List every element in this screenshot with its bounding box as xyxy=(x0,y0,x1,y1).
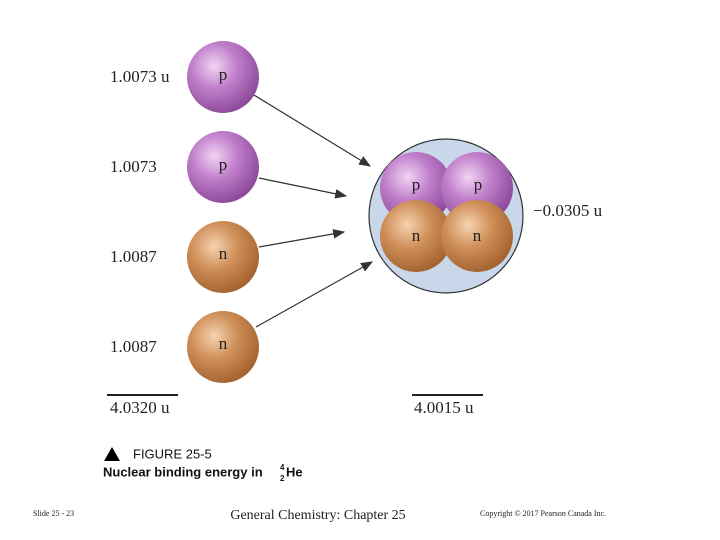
particle-label: n xyxy=(219,244,228,263)
copyright: Copyright © 2017 Pearson Canada Inc. xyxy=(480,509,606,518)
caption-marker xyxy=(104,447,120,461)
neutron xyxy=(441,200,513,272)
caption: FIGURE 25-5 Nuclear binding energy in 4 … xyxy=(103,446,303,483)
particle-label: n xyxy=(219,334,228,353)
particle-mass: 1.0073 xyxy=(110,157,157,176)
particle-label: p xyxy=(219,65,228,84)
mass-defect: −0.0305 u xyxy=(533,201,603,220)
arrow xyxy=(255,261,374,328)
particle-label: n xyxy=(473,226,482,245)
particle-mass: 1.0087 xyxy=(110,337,157,356)
atomic-number: 2 xyxy=(280,474,285,483)
footer: Slide 25 - 23 General Chemistry: Chapter… xyxy=(33,508,606,523)
particle-label: p xyxy=(412,175,421,194)
arrow xyxy=(258,177,348,199)
footer-title: General Chemistry: Chapter 25 xyxy=(230,508,405,523)
arrow xyxy=(253,94,372,167)
particle-label: n xyxy=(412,226,421,245)
neutron xyxy=(380,200,452,272)
neutron xyxy=(187,221,259,293)
figure-number: FIGURE 25-5 xyxy=(133,446,212,461)
separate-particles: p p n n 1.0073 u 1.0073 1.0087 1.0087 4.… xyxy=(107,41,259,417)
particle-label: p xyxy=(219,155,228,174)
neutron xyxy=(187,311,259,383)
arrows xyxy=(253,94,374,328)
slide-number: Slide 25 - 23 xyxy=(33,509,74,518)
separate-total: 4.0320 u xyxy=(110,398,170,417)
nucleus-total: 4.0015 u xyxy=(414,398,474,417)
arrow xyxy=(258,229,346,248)
proton xyxy=(187,131,259,203)
element-symbol: He xyxy=(286,464,303,479)
particle-mass: 1.0087 xyxy=(110,247,157,266)
nucleus: p p n n −0.0305 u 4.0015 u xyxy=(368,138,603,417)
caption-text: Nuclear binding energy in xyxy=(103,464,263,479)
particle-label: p xyxy=(474,175,483,194)
particle-mass: 1.0073 u xyxy=(110,67,170,86)
mass-number: 4 xyxy=(280,463,285,472)
proton xyxy=(187,41,259,113)
